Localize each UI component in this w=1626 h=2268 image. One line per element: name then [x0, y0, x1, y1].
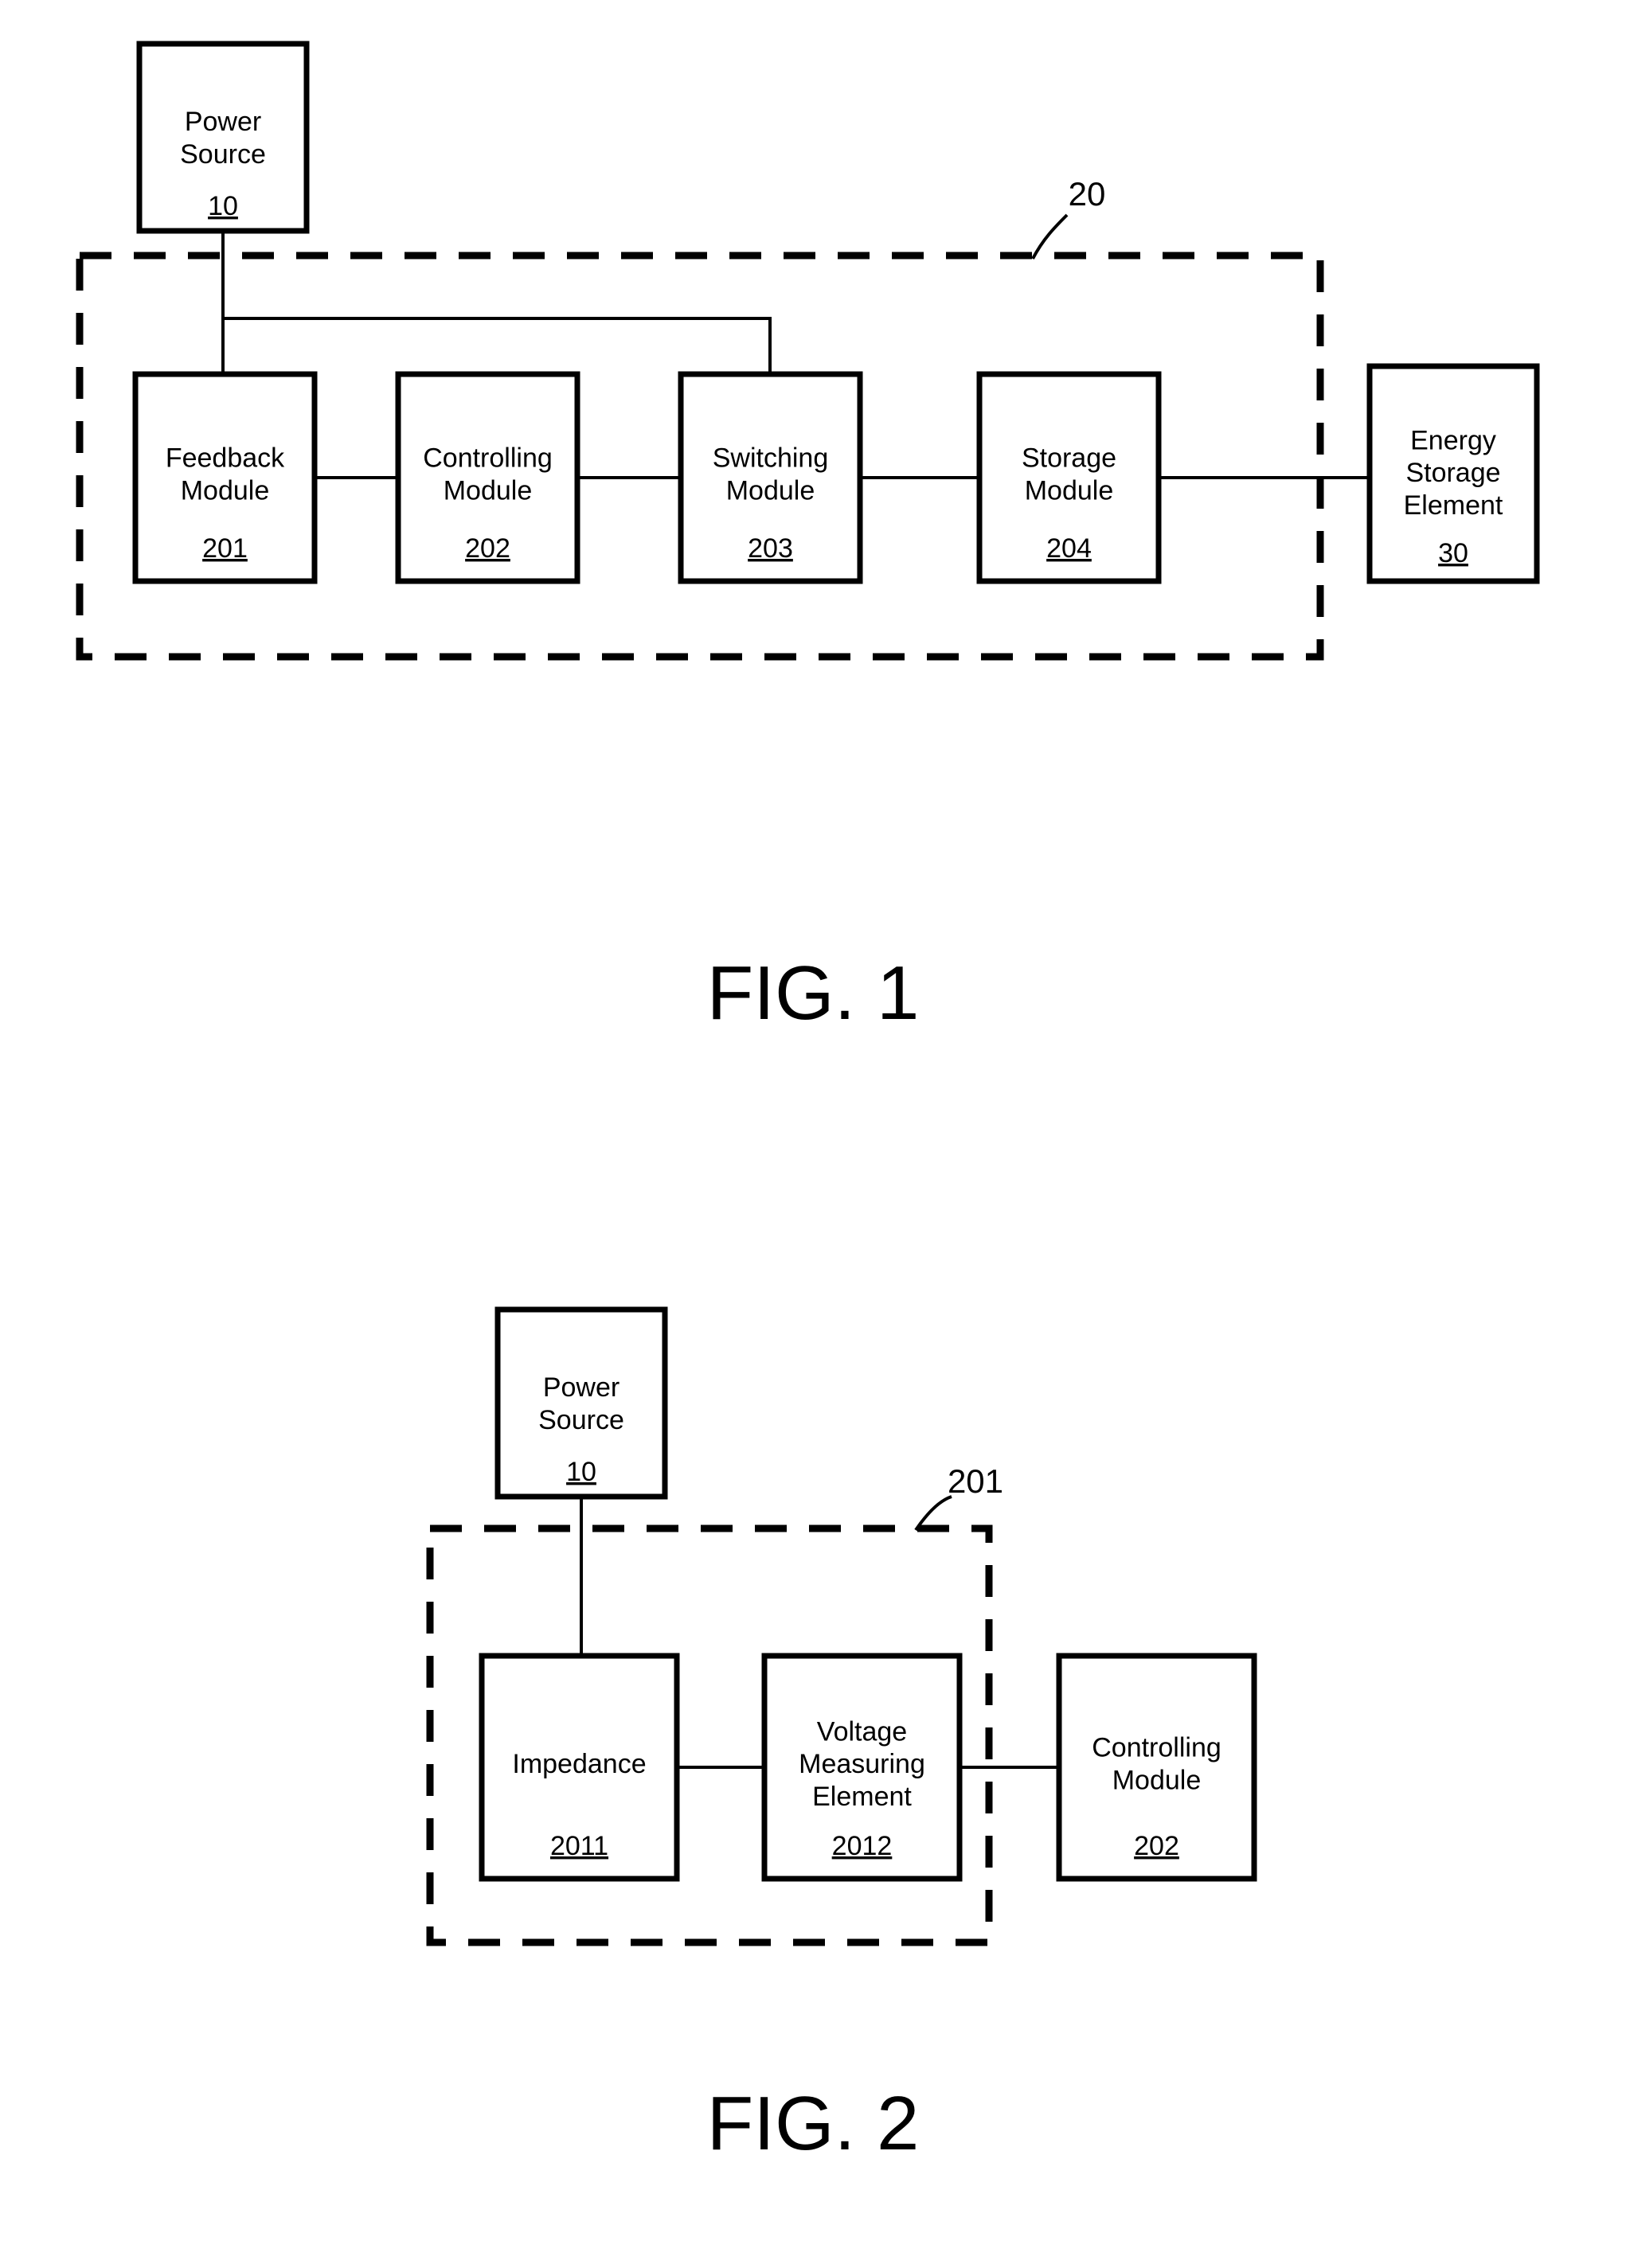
- fig2-power-source-label-line-1: Source: [538, 1405, 624, 1435]
- fig1-switching-label-line-0: Switching: [713, 443, 829, 474]
- fig1-switching-label-line-1: Module: [726, 476, 815, 506]
- fig2-controlling2-ref: 202: [1134, 1831, 1179, 1861]
- fig1-storage-label-line-1: Module: [1025, 476, 1114, 506]
- fig1-storage-ref: 204: [1046, 533, 1092, 564]
- fig1-callout-20-text: 20: [1069, 175, 1106, 213]
- fig1-power-source-ref: 10: [208, 191, 238, 221]
- fig2-impedance-ref: 2011: [550, 1831, 608, 1861]
- fig1-caption: FIG. 1: [707, 951, 920, 1036]
- fig1-storage-label-line-0: Storage: [1022, 443, 1116, 474]
- fig1-energy-storage-label-line-0: Energy: [1410, 425, 1496, 455]
- fig2-impedance-label-line-0: Impedance: [512, 1749, 646, 1779]
- fig1-switching-ref: 203: [748, 533, 793, 564]
- fig2-power-source-label-line-0: Power: [543, 1372, 620, 1403]
- fig2-controlling2-label-line-0: Controlling: [1092, 1733, 1221, 1763]
- fig1-energy-storage-label-line-2: Element: [1404, 490, 1503, 521]
- fig1-power-source-label-line-0: Power: [185, 107, 261, 137]
- fig2-power-source-ref: 10: [566, 1457, 596, 1487]
- fig1-power-source-label-line-1: Source: [180, 139, 266, 170]
- fig2-vme-label-line-1: Measuring: [799, 1749, 925, 1779]
- fig2-vme-label-line-2: Element: [812, 1782, 912, 1812]
- fig1-feedback-label-line-1: Module: [181, 476, 270, 506]
- fig2-callout-201-text: 201: [948, 1462, 1003, 1500]
- fig2-controlling2-label-line-1: Module: [1112, 1766, 1202, 1796]
- fig1-controlling-label-line-0: Controlling: [423, 443, 553, 474]
- fig1-energy-storage-label-line-1: Storage: [1405, 458, 1500, 488]
- fig2-caption: FIG. 2: [707, 2081, 920, 2166]
- fig1-controlling-label-line-1: Module: [444, 476, 533, 506]
- fig1-feedback-label-line-0: Feedback: [166, 443, 285, 474]
- fig1-energy-storage-ref: 30: [1438, 538, 1468, 568]
- fig2-vme-ref: 2012: [832, 1831, 893, 1861]
- fig1-controlling-ref: 202: [465, 533, 510, 564]
- fig1-feedback-ref: 201: [202, 533, 248, 564]
- fig2-vme-label-line-0: Voltage: [817, 1716, 907, 1747]
